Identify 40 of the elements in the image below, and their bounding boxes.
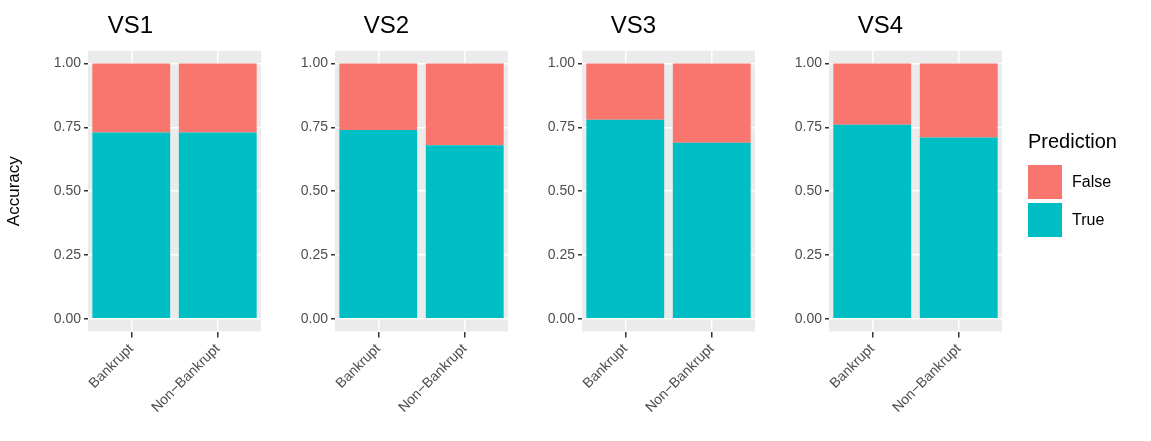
y-tick-label: 0.25 [794,245,823,262]
chart-title: VS2 [363,11,410,39]
bar [339,63,418,130]
y-tick-label: 0.75 [300,118,329,135]
y-tick-label: 0.25 [53,245,82,262]
y-tick-label: 0.00 [794,309,823,326]
bar [586,63,665,120]
y-tick-label: 0.50 [300,182,329,199]
y-tick-label: 0.00 [547,309,576,326]
bar [833,124,912,319]
legend-label: False [1072,173,1112,191]
bar [672,142,751,319]
bar [339,129,418,319]
y-tick-label: 1.00 [300,54,329,71]
y-tick-label: 0.75 [794,118,823,135]
y-tick-label: 1.00 [547,54,576,71]
bar [425,145,504,319]
bar [586,119,665,319]
y-tick-label: 1.00 [53,54,82,71]
chart-title: VS4 [857,11,904,39]
y-tick-label: 0.50 [794,182,823,199]
y-tick-label: 0.50 [547,182,576,199]
y-tick-label: 0.25 [300,245,329,262]
y-axis-title: Accuracy [3,155,23,227]
chart-title: VS1 [107,11,154,39]
y-tick-label: 0.25 [547,245,576,262]
y-tick-label: 0.50 [53,182,82,199]
legend-label: True [1072,211,1105,229]
bar [833,63,912,125]
y-tick-label: 0.00 [53,309,82,326]
bar [919,63,998,138]
legend-title: Prediction [1028,130,1117,153]
bar [425,63,504,146]
chart-title: VS3 [610,11,657,39]
bar [919,137,998,319]
y-tick-label: 0.75 [547,118,576,135]
y-tick-label: 0.00 [300,309,329,326]
y-tick-label: 1.00 [794,54,823,71]
y-tick-label: 0.75 [53,118,82,135]
bar [672,63,751,143]
